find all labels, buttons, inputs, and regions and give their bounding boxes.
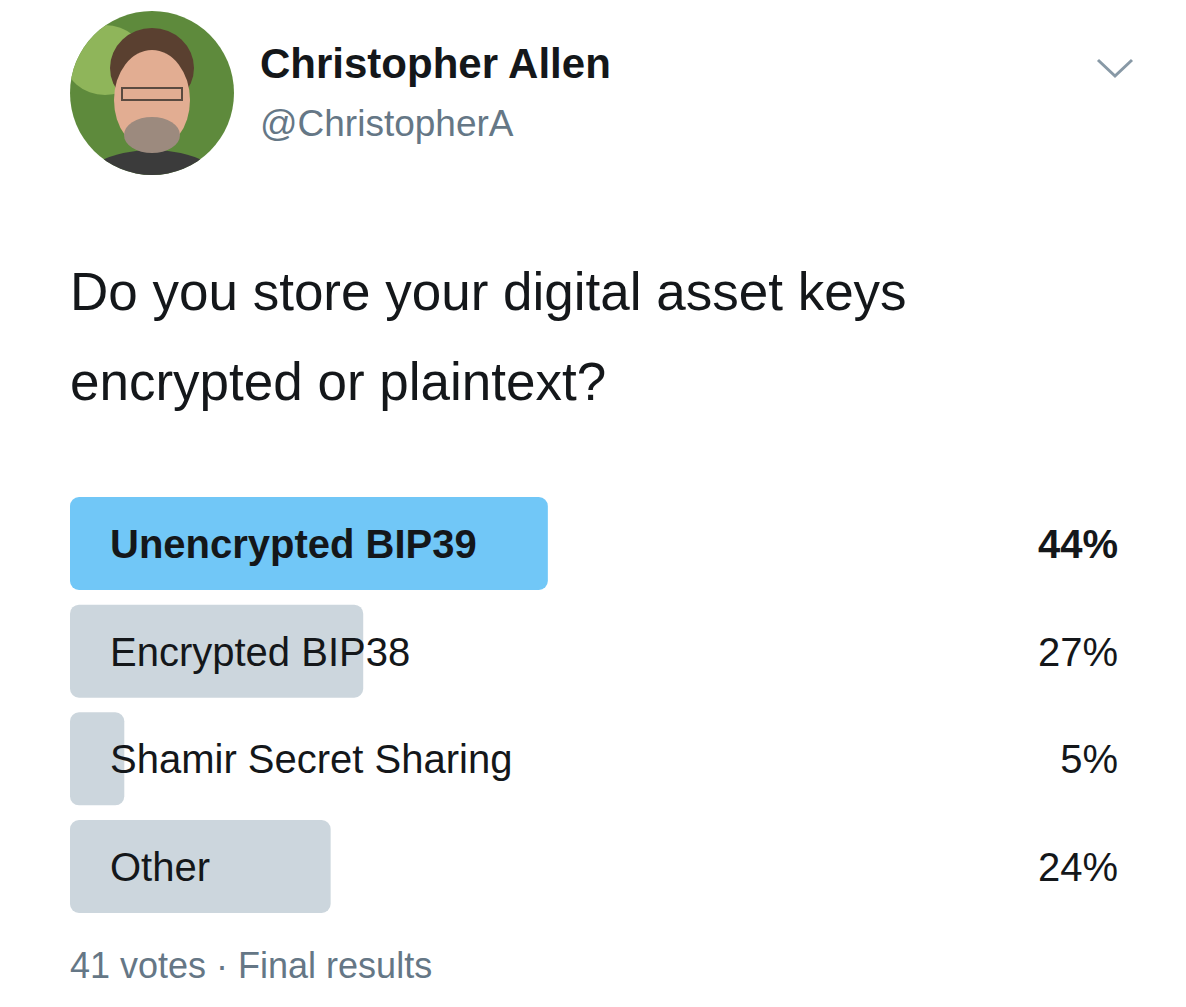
poll-footer: 41 votes · Final results: [70, 945, 432, 986]
avatar-glasses: [122, 88, 182, 100]
poll-question: Do you store your digital asset keysencr…: [70, 262, 907, 411]
bars: [70, 497, 548, 913]
option-label: Other: [110, 845, 210, 889]
bar: [70, 497, 548, 590]
option-labels: Unencrypted BIP39 Encrypted BIP38 Shamir S…: [110, 522, 512, 889]
data-label: 5%: [1060, 737, 1118, 781]
tweet: Christopher Allen @ChristopherA Do you sto…: [0, 0, 1186, 1007]
data-label: 44%: [1038, 522, 1118, 566]
author-handle: @ChristopherA: [260, 103, 514, 144]
author-name: Christopher Allen: [260, 40, 611, 87]
avatar-shirt: [77, 150, 227, 230]
avatar: [65, 10, 235, 230]
option-label: Unencrypted BIP39: [110, 522, 477, 566]
data-label: 24%: [1038, 845, 1118, 889]
data-labels: 44% 27% 5% 24%: [1038, 522, 1118, 889]
option-label: Shamir Secret Sharing: [110, 737, 512, 781]
avatar-beard: [124, 117, 180, 153]
bar: [70, 820, 331, 913]
data-label: 27%: [1038, 630, 1118, 674]
menu-chevron: [1098, 60, 1132, 76]
option-label: Encrypted BIP38: [110, 630, 410, 674]
